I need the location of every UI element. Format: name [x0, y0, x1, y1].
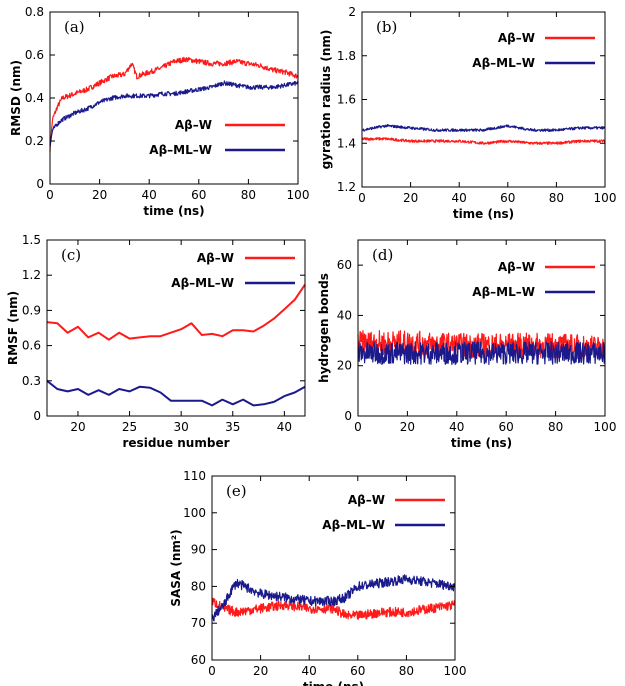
x-tick-label: 40	[452, 191, 467, 205]
x-tick-label: 20	[253, 664, 268, 678]
y-tick-label: 0.6	[25, 48, 44, 62]
y-tick-label: 1.4	[337, 136, 356, 150]
x-tick-label: 20	[70, 420, 85, 434]
y-tick-label: 60	[337, 258, 352, 272]
x-tick-label: 30	[174, 420, 189, 434]
series-line-a-abeta-ml-w	[49, 80, 299, 147]
series-line-c-abeta-ml-w	[46, 380, 306, 407]
panel-label: (e)	[226, 482, 247, 500]
legend-label: Aβ–ML–W	[472, 285, 535, 299]
y-tick-label: 2	[348, 5, 356, 19]
x-tick-label: 40	[302, 664, 317, 678]
legend-label: Aβ–ML–W	[149, 143, 212, 157]
y-tick-label: 0.3	[22, 374, 41, 388]
y-tick-label: 1.8	[337, 49, 356, 63]
x-tick-label: 0	[46, 188, 54, 202]
y-tick-label: 0.4	[25, 91, 44, 105]
y-tick-label: 1.2	[337, 180, 356, 194]
x-tick-label: 40	[449, 420, 464, 434]
legend-label: Aβ–W	[197, 251, 234, 265]
x-tick-label: 0	[208, 664, 216, 678]
y-tick-label: 1.5	[22, 233, 41, 247]
panel-label: (c)	[61, 246, 81, 264]
x-tick-label: 20	[92, 188, 107, 202]
series-line-d-abeta-ml-w	[357, 341, 606, 366]
x-tick-label: 60	[500, 191, 515, 205]
y-axis-label: hydrogen bonds	[317, 273, 331, 383]
series-line-e-abeta-ml-w	[211, 574, 456, 622]
x-axis-label: time (ns)	[451, 436, 512, 450]
plot-frame-d	[357, 239, 606, 417]
x-tick-label: 60	[191, 188, 206, 202]
x-axis-label: time (ns)	[303, 680, 364, 686]
legend-label: Aβ–ML–W	[472, 56, 535, 70]
y-axis-label: RMSD (nm)	[9, 60, 23, 136]
x-tick-label: 100	[594, 420, 617, 434]
x-tick-label: 25	[122, 420, 137, 434]
series-line-a-abeta-w	[49, 56, 299, 153]
y-tick-label: 0	[33, 409, 41, 423]
y-tick-label: 0.9	[22, 303, 41, 317]
plot-frame-e	[211, 475, 456, 661]
x-tick-label: 100	[594, 191, 617, 205]
x-tick-label: 35	[225, 420, 240, 434]
x-tick-label: 100	[287, 188, 310, 202]
y-tick-label: 60	[191, 653, 206, 667]
x-tick-label: 40	[277, 420, 292, 434]
x-tick-label: 60	[499, 420, 514, 434]
y-tick-label: 0.6	[22, 339, 41, 353]
y-tick-label: 80	[191, 579, 206, 593]
x-tick-label: 20	[403, 191, 418, 205]
x-tick-label: 0	[354, 420, 362, 434]
y-tick-label: 0.8	[25, 5, 44, 19]
x-tick-label: 80	[399, 664, 414, 678]
legend-label: Aβ–W	[498, 260, 535, 274]
y-tick-label: 0.2	[25, 134, 44, 148]
x-tick-label: 100	[444, 664, 467, 678]
y-tick-label: 100	[183, 506, 206, 520]
series-line-b-abeta-w	[361, 137, 606, 145]
y-tick-label: 110	[183, 469, 206, 483]
panel-label: (b)	[376, 18, 397, 36]
x-tick-label: 40	[142, 188, 157, 202]
x-tick-label: 60	[350, 664, 365, 678]
legend-label: Aβ–W	[175, 118, 212, 132]
legend-label: Aβ–ML–W	[322, 518, 385, 532]
plot-frame-a	[49, 11, 299, 185]
panel-label: (d)	[372, 246, 393, 264]
series-line-b-abeta-ml-w	[361, 123, 606, 132]
legend-label: Aβ–W	[348, 493, 385, 507]
x-tick-label: 80	[548, 420, 563, 434]
x-tick-label: 80	[549, 191, 564, 205]
legend-label: Aβ–W	[498, 31, 535, 45]
x-tick-label: 0	[358, 191, 366, 205]
y-axis-label: RMSF (nm)	[6, 291, 20, 365]
y-tick-label: 40	[337, 308, 352, 322]
y-tick-label: 0	[344, 409, 352, 423]
legend-label: Aβ–ML–W	[171, 276, 234, 290]
x-tick-label: 80	[241, 188, 256, 202]
y-tick-label: 70	[191, 616, 206, 630]
y-tick-label: 1.2	[22, 268, 41, 282]
plot-frame-c	[46, 239, 306, 417]
x-axis-label: time (ns)	[453, 207, 514, 221]
series-line-c-abeta-w	[46, 284, 306, 341]
y-axis-label: gyration radius (nm)	[319, 30, 333, 170]
y-tick-label: 1.6	[337, 93, 356, 107]
y-tick-label: 90	[191, 543, 206, 557]
x-axis-label: residue number	[123, 436, 230, 450]
y-tick-label: 0	[36, 177, 44, 191]
y-axis-label: SASA (nm²)	[169, 529, 183, 606]
panel-label: (a)	[64, 18, 85, 36]
x-tick-label: 20	[400, 420, 415, 434]
y-tick-label: 20	[337, 359, 352, 373]
x-axis-label: time (ns)	[143, 204, 204, 218]
